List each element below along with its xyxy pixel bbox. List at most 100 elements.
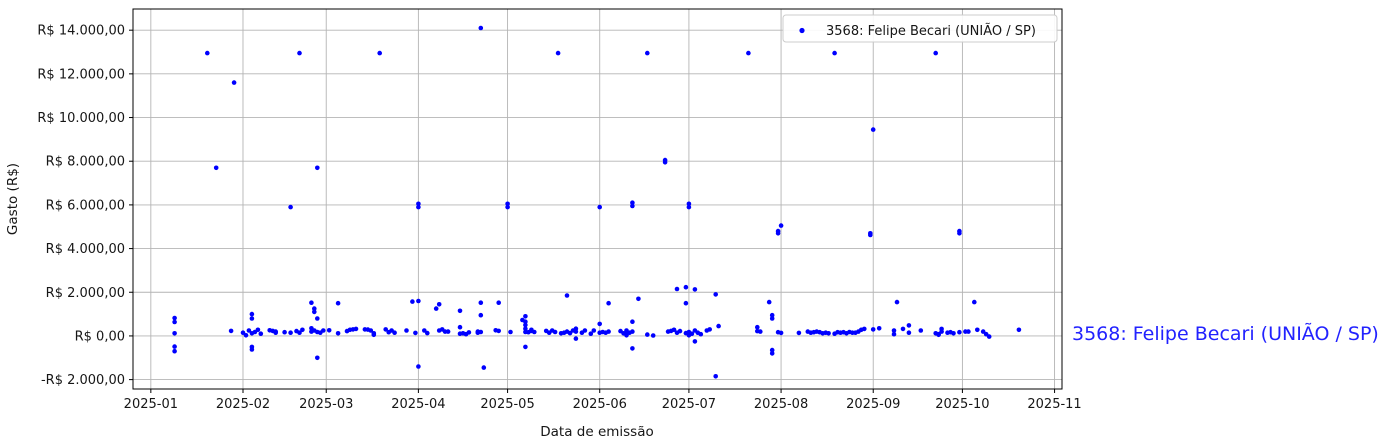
data-point xyxy=(769,316,775,321)
y-tick-label: R$ 10.000,00 xyxy=(37,111,125,126)
y-tick-label: -R$ 2.000,00 xyxy=(41,373,125,388)
data-point xyxy=(371,332,377,338)
data-point xyxy=(172,319,177,325)
data-point xyxy=(746,50,751,56)
data-point xyxy=(466,330,472,335)
data-point xyxy=(297,330,302,336)
data-point xyxy=(906,330,912,336)
data-point xyxy=(555,50,561,56)
data-point xyxy=(312,309,317,315)
data-point xyxy=(870,127,876,132)
data-point xyxy=(258,331,264,337)
data-point xyxy=(172,348,177,354)
data-point xyxy=(416,364,421,369)
data-point xyxy=(255,327,261,333)
data-point xyxy=(532,329,537,335)
data-point xyxy=(249,316,255,321)
data-point xyxy=(425,330,430,336)
data-point xyxy=(645,332,650,337)
legend-marker-icon xyxy=(799,27,805,34)
data-point xyxy=(410,299,415,304)
data-point xyxy=(416,298,421,304)
y-tick-label: R$ 14.000,00 xyxy=(37,24,125,39)
data-point xyxy=(445,329,451,334)
data-point xyxy=(478,300,484,306)
data-point xyxy=(300,327,305,333)
data-point xyxy=(606,300,611,306)
y-tick-label: R$ 0,00 xyxy=(75,329,125,344)
data-point xyxy=(868,232,873,238)
data-point xyxy=(980,329,986,334)
data-point xyxy=(288,204,293,210)
data-point xyxy=(231,80,237,85)
data-point xyxy=(630,346,635,351)
data-point xyxy=(457,324,463,330)
x-tick-label: 2025-04 xyxy=(391,397,445,412)
data-point xyxy=(496,328,502,334)
data-point xyxy=(478,25,484,31)
data-point xyxy=(243,333,249,338)
x-tick-label: 2025-10 xyxy=(935,397,989,412)
data-point xyxy=(172,331,177,336)
y-axis-tick-labels: -R$ 2.000,00 R$ 0,00 R$ 2.000,00 R$ 4.000,0… xyxy=(37,24,125,388)
data-point xyxy=(508,329,513,335)
data-point xyxy=(951,331,956,336)
data-point xyxy=(297,50,302,56)
data-point xyxy=(315,316,320,321)
data-point xyxy=(552,329,558,335)
data-point xyxy=(288,330,293,336)
data-point xyxy=(624,333,629,338)
data-point xyxy=(650,333,656,338)
y-tick-label: R$ 12.000,00 xyxy=(37,67,125,82)
data-point xyxy=(326,328,332,333)
data-point xyxy=(862,326,867,332)
data-point xyxy=(588,331,594,337)
data-point xyxy=(630,319,635,325)
data-point xyxy=(713,374,718,379)
data-point xyxy=(975,327,980,333)
data-point xyxy=(707,327,712,332)
x-tick-label: 2025-09 xyxy=(846,397,900,412)
data-point xyxy=(769,351,775,356)
data-point xyxy=(416,204,421,210)
legend: 3568: Felipe Becari (UNIÃO / SP) xyxy=(782,14,1058,43)
data-point xyxy=(436,302,442,307)
data-point xyxy=(630,200,635,205)
x-tick-label: 2025-06 xyxy=(573,397,627,412)
data-point xyxy=(312,306,317,311)
data-point xyxy=(273,330,279,336)
data-point xyxy=(573,329,579,334)
data-point xyxy=(249,347,255,352)
data-point xyxy=(939,329,944,334)
data-point xyxy=(597,204,602,210)
data-point xyxy=(683,300,689,306)
data-point xyxy=(591,328,597,333)
data-point xyxy=(630,203,635,209)
data-point xyxy=(213,165,219,171)
x-tick-label: 2025-01 xyxy=(124,397,178,412)
data-point xyxy=(240,330,246,336)
data-point xyxy=(457,308,463,314)
data-point xyxy=(523,314,528,319)
data-point xyxy=(249,311,255,317)
legend-label: 3568: Felipe Becari (UNIÃO / SP) xyxy=(826,23,1036,39)
data-point xyxy=(677,328,683,334)
data-point xyxy=(758,329,763,334)
data-point xyxy=(315,165,320,171)
data-point xyxy=(933,50,938,56)
data-point xyxy=(778,330,784,336)
data-point xyxy=(891,331,897,337)
data-point xyxy=(683,284,689,290)
data-point xyxy=(228,328,234,334)
data-point xyxy=(383,327,389,332)
x-tick-label: 2025-07 xyxy=(662,397,716,412)
data-point xyxy=(891,328,897,333)
data-point xyxy=(353,326,359,332)
data-point xyxy=(413,330,418,336)
data-point xyxy=(597,321,602,327)
y-tick-label: R$ 2.000,00 xyxy=(46,286,125,301)
data-point xyxy=(335,331,341,336)
data-point xyxy=(662,160,668,165)
data-point xyxy=(523,319,528,325)
data-point xyxy=(1016,327,1022,333)
